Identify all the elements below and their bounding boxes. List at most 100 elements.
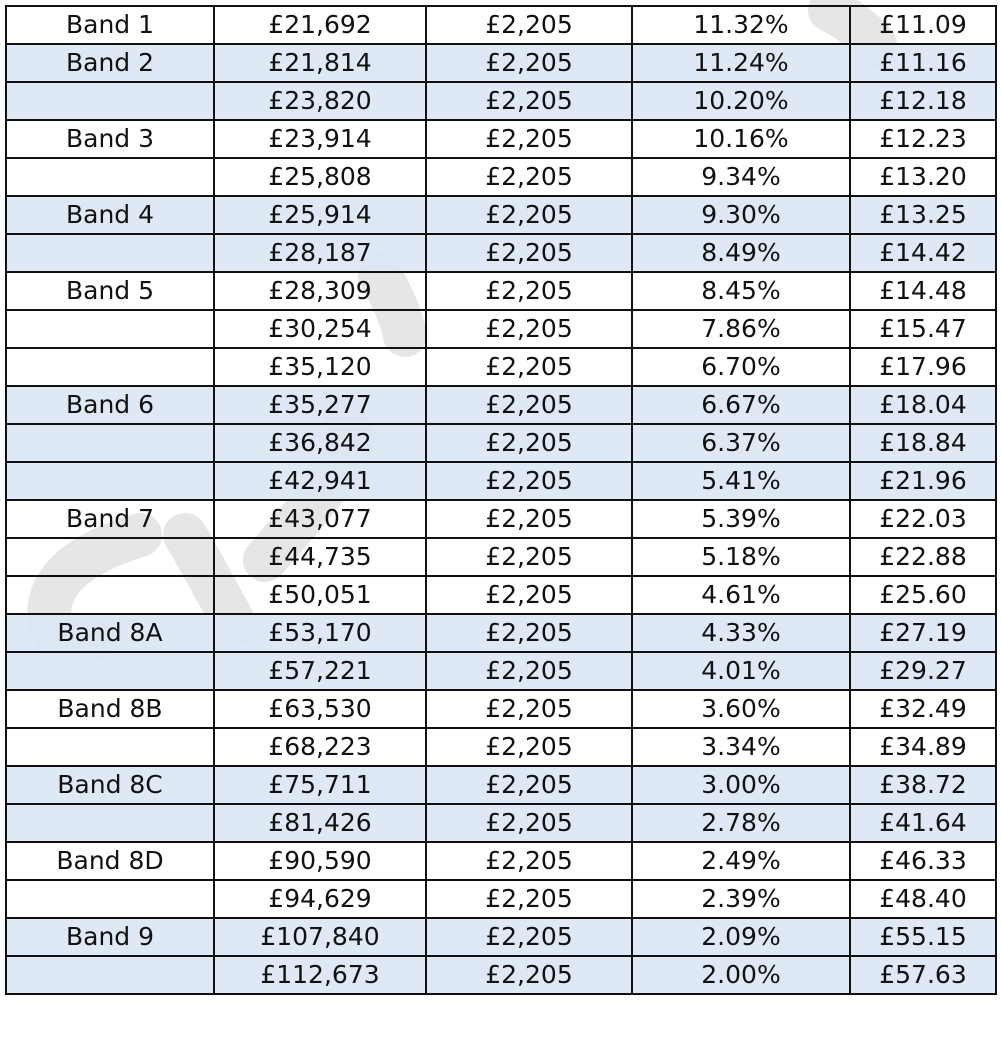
amount-cell: £2,205 [425, 233, 633, 273]
amount-cell: £2,205 [425, 499, 633, 539]
band-cell [5, 955, 215, 995]
hourly-cell: £25.60 [849, 575, 997, 615]
salary-cell: £42,941 [213, 461, 427, 501]
percent-cell: 5.39% [631, 499, 851, 539]
table-row: £42,941 £2,205 5.41% £21.96 [5, 461, 997, 501]
salary-cell: £44,735 [213, 537, 427, 577]
table-row: £28,187 £2,205 8.49% £14.42 [5, 233, 997, 273]
amount-cell: £2,205 [425, 119, 633, 159]
salary-cell: £28,187 [213, 233, 427, 273]
salary-cell: £94,629 [213, 879, 427, 919]
hourly-cell: £11.09 [849, 5, 997, 45]
table-row: £94,629 £2,205 2.39% £48.40 [5, 879, 997, 919]
salary-cell: £43,077 [213, 499, 427, 539]
table-row: Band 7 £43,077 £2,205 5.39% £22.03 [5, 499, 997, 539]
band-cell [5, 233, 215, 273]
percent-cell: 8.49% [631, 233, 851, 273]
table-row: Band 8A £53,170 £2,205 4.33% £27.19 [5, 613, 997, 653]
salary-cell: £21,692 [213, 5, 427, 45]
hourly-cell: £17.96 [849, 347, 997, 387]
percent-cell: 2.09% [631, 917, 851, 957]
amount-cell: £2,205 [425, 195, 633, 235]
band-cell [5, 727, 215, 767]
band-cell: Band 8D [5, 841, 215, 881]
percent-cell: 6.37% [631, 423, 851, 463]
table-row: £112,673 £2,205 2.00% £57.63 [5, 955, 997, 995]
band-cell [5, 309, 215, 349]
hourly-cell: £34.89 [849, 727, 997, 767]
percent-cell: 5.41% [631, 461, 851, 501]
salary-cell: £25,808 [213, 157, 427, 197]
amount-cell: £2,205 [425, 309, 633, 349]
amount-cell: £2,205 [425, 575, 633, 615]
amount-cell: £2,205 [425, 537, 633, 577]
hourly-cell: £18.84 [849, 423, 997, 463]
band-cell: Band 9 [5, 917, 215, 957]
amount-cell: £2,205 [425, 157, 633, 197]
amount-cell: £2,205 [425, 461, 633, 501]
salary-cell: £50,051 [213, 575, 427, 615]
percent-cell: 3.00% [631, 765, 851, 805]
salary-cell: £107,840 [213, 917, 427, 957]
band-cell [5, 575, 215, 615]
salary-cell: £28,309 [213, 271, 427, 311]
band-cell: Band 6 [5, 385, 215, 425]
table-row: Band 1 £21,692 £2,205 11.32% £11.09 [5, 5, 997, 45]
salary-cell: £112,673 [213, 955, 427, 995]
hourly-cell: £41.64 [849, 803, 997, 843]
amount-cell: £2,205 [425, 5, 633, 45]
table-row: £35,120 £2,205 6.70% £17.96 [5, 347, 997, 387]
band-cell [5, 347, 215, 387]
hourly-cell: £21.96 [849, 461, 997, 501]
table-row: Band 8D £90,590 £2,205 2.49% £46.33 [5, 841, 997, 881]
salary-cell: £36,842 [213, 423, 427, 463]
salary-cell: £23,820 [213, 81, 427, 121]
band-cell: Band 5 [5, 271, 215, 311]
band-cell [5, 81, 215, 121]
salary-cell: £23,914 [213, 119, 427, 159]
percent-cell: 7.86% [631, 309, 851, 349]
percent-cell: 8.45% [631, 271, 851, 311]
band-cell [5, 423, 215, 463]
table-row: £81,426 £2,205 2.78% £41.64 [5, 803, 997, 843]
hourly-cell: £18.04 [849, 385, 997, 425]
hourly-cell: £12.23 [849, 119, 997, 159]
amount-cell: £2,205 [425, 727, 633, 767]
table-row: Band 4 £25,914 £2,205 9.30% £13.25 [5, 195, 997, 235]
amount-cell: £2,205 [425, 81, 633, 121]
amount-cell: £2,205 [425, 689, 633, 729]
salary-cell: £57,221 [213, 651, 427, 691]
percent-cell: 4.01% [631, 651, 851, 691]
band-cell: Band 7 [5, 499, 215, 539]
band-cell: Band 2 [5, 43, 215, 83]
hourly-cell: £13.25 [849, 195, 997, 235]
amount-cell: £2,205 [425, 271, 633, 311]
percent-cell: 4.33% [631, 613, 851, 653]
table-row: £23,820 £2,205 10.20% £12.18 [5, 81, 997, 121]
percent-cell: 9.30% [631, 195, 851, 235]
salary-cell: £30,254 [213, 309, 427, 349]
amount-cell: £2,205 [425, 423, 633, 463]
salary-cell: £21,814 [213, 43, 427, 83]
percent-cell: 11.32% [631, 5, 851, 45]
percent-cell: 5.18% [631, 537, 851, 577]
hourly-cell: £12.18 [849, 81, 997, 121]
table-row: £50,051 £2,205 4.61% £25.60 [5, 575, 997, 615]
percent-cell: 4.61% [631, 575, 851, 615]
amount-cell: £2,205 [425, 841, 633, 881]
percent-cell: 6.70% [631, 347, 851, 387]
band-cell [5, 879, 215, 919]
hourly-cell: £13.20 [849, 157, 997, 197]
table-row: £68,223 £2,205 3.34% £34.89 [5, 727, 997, 767]
hourly-cell: £57.63 [849, 955, 997, 995]
salary-cell: £35,277 [213, 385, 427, 425]
hourly-cell: £14.42 [849, 233, 997, 273]
hourly-cell: £46.33 [849, 841, 997, 881]
table-row: Band 3 £23,914 £2,205 10.16% £12.23 [5, 119, 997, 159]
percent-cell: 2.39% [631, 879, 851, 919]
hourly-cell: £55.15 [849, 917, 997, 957]
band-cell [5, 537, 215, 577]
band-cell [5, 461, 215, 501]
hourly-cell: £32.49 [849, 689, 997, 729]
band-cell [5, 803, 215, 843]
